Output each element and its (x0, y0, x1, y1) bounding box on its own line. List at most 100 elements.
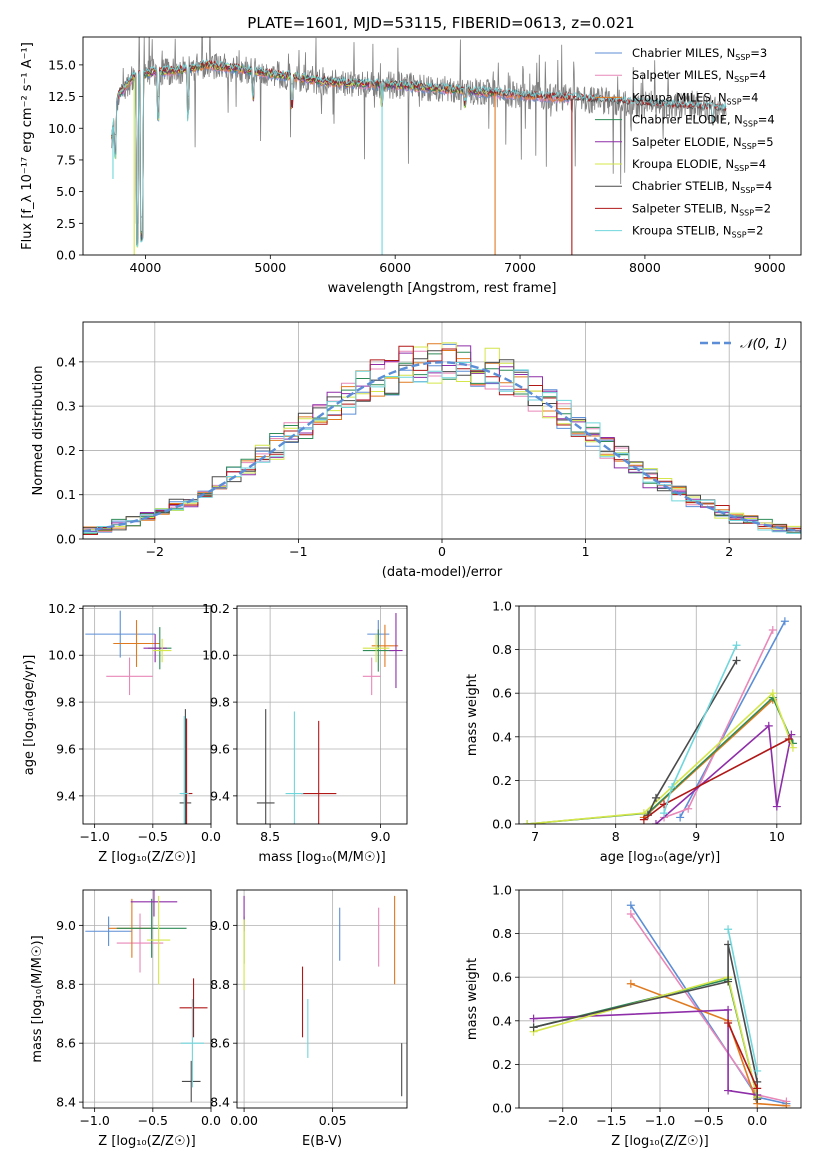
histogram-step-kroupa_stelib (83, 362, 801, 534)
x-tick-label: 0 (438, 544, 446, 559)
y-tick-label: 0.4 (492, 1013, 512, 1028)
x-axis-label: E(B-V) (302, 1134, 342, 1149)
x-tick-label: 8 (612, 829, 620, 844)
plot-area (519, 890, 801, 1108)
y-tick-label: 8.8 (56, 977, 76, 992)
errorbar-point-chabrier_elodie (116, 898, 187, 958)
y-tick-label: 12.5 (48, 89, 76, 104)
y-tick-label: 0.0 (56, 532, 76, 547)
errorbar-point-kroupa_elodie (152, 638, 172, 663)
model-spectrum-kroupa_stelib (111, 59, 727, 247)
x-tick-label: 1 (582, 544, 590, 559)
weight-line-salpeter_stelib (727, 1022, 758, 1089)
y-tick-label: 8.6 (210, 1036, 230, 1051)
errorbar-point-salpeter_miles (116, 913, 164, 973)
x-axis-label: (data-model)/error (382, 565, 503, 580)
panel-weight_vs_z: −2.0 −1.5 −1.0 −0.5 0.0 0.0 0.2 0.4 0.6 0.8 1.0 Z [… (465, 883, 802, 1149)
y-tick-label: 10.2 (202, 601, 230, 616)
y-tick-label: 0.8 (492, 642, 512, 657)
x-tick-label: 9 (692, 829, 700, 844)
model-spectrum-salpeter_stelib (111, 59, 727, 246)
weight-marker-kroupa_miles (626, 979, 635, 988)
weight-marker-kroupa_stelib (724, 925, 733, 934)
x-tick-label: −2 (146, 544, 164, 559)
y-axis-label: mass weight (465, 674, 480, 756)
y-axis-label: age [log₁₀(age/yr)] (22, 655, 37, 776)
y-tick-label: 8.6 (56, 1036, 76, 1051)
axes-frame (518, 605, 802, 825)
y-tick-label: 10.0 (48, 648, 76, 663)
errorbar-point-kroupa_stelib (285, 711, 304, 824)
y-tick-label: 0.6 (492, 686, 512, 701)
y-tick-label: 9.0 (210, 918, 230, 933)
x-tick-label: −1 (289, 544, 307, 559)
y-tick-label: 10.0 (202, 648, 230, 663)
y-tick-label: 0.8 (492, 926, 512, 941)
errorbar-point-chabrier_stelib (179, 709, 192, 824)
plot-area (237, 890, 407, 1108)
panel-spectrum: 4000 5000 6000 7000 8000 9000 0.0 2.5 5.0 7.5 10.0… (20, 36, 802, 296)
x-tick-label: 2 (725, 544, 733, 559)
y-tick-label: 9.8 (210, 695, 230, 710)
y-tick-label: 0.0 (56, 248, 76, 263)
y-tick-label: 0.0 (492, 1101, 512, 1116)
x-tick-label: −1.0 (645, 1113, 675, 1128)
y-tick-label: 9.6 (210, 741, 230, 756)
legend-entry-label: Salpeter STELIB, NSSP=2 (632, 201, 771, 217)
weight-line-chabrier_elodie (527, 696, 794, 824)
errorbar-point-kroupa_elodie (362, 634, 390, 663)
panel-age_vs_z: −1.0 −0.5 0.0 9.4 9.6 9.8 10.0 10.2 Z [log₁₀(Z/Z… (22, 601, 221, 865)
y-axis-label: mass weight (465, 958, 480, 1040)
x-tick-label: −0.5 (138, 1113, 168, 1128)
x-tick-label: 5000 (254, 260, 286, 275)
legend-entry-label: Kroupa ELODIE, NSSP=4 (632, 157, 766, 173)
axes-frame (82, 889, 212, 1109)
x-tick-label: 7 (531, 829, 539, 844)
weight-marker-kroupa_stelib (660, 809, 669, 818)
panel-mass_vs_ebv: 0.00 0.05 8.4 8.6 8.8 9.0 E(B-V) (210, 889, 408, 1149)
model-spectrum-kroupa_elodie (111, 60, 495, 248)
weight-marker-salpeter_elodie (764, 721, 773, 730)
weight-marker-chabrier_miles (626, 901, 635, 910)
weight-line-kroupa_stelib (727, 929, 758, 1072)
weight-marker-salpeter_elodie (724, 1005, 733, 1014)
y-tick-label: 8.8 (210, 977, 230, 992)
plot-area (83, 322, 801, 539)
x-tick-label: 4000 (130, 260, 162, 275)
y-tick-label: 0.0 (492, 817, 512, 832)
weight-marker-salpeter_elodie (772, 802, 781, 811)
axes-frame (236, 889, 408, 1109)
y-tick-label: 5.0 (56, 184, 76, 199)
x-tick-label: 0.0 (201, 829, 221, 844)
errorbar-point-salpeter_elodie (143, 634, 167, 663)
y-tick-label: 9.4 (210, 788, 230, 803)
errorbar-point-chabrier_stelib (256, 709, 275, 824)
y-tick-label: 0.6 (492, 970, 512, 985)
errorbar-point-salpeter_miles (106, 657, 153, 696)
errorbar-point-salpeter_miles (362, 657, 381, 696)
panel-mass_vs_z: −1.0 −0.5 0.0 8.4 8.6 8.8 9.0 Z [log₁₀(Z/Z☉)] ma… (30, 889, 221, 1149)
weight-marker-kroupa_elodie (523, 820, 532, 824)
errorbar-point-salpeter_elodie (389, 613, 403, 689)
errorbar-point-kroupa_miles (113, 620, 160, 667)
y-tick-label: 0.3 (56, 399, 76, 414)
y-tick-label: 10.0 (48, 121, 76, 136)
x-tick-label: 7000 (504, 260, 536, 275)
x-tick-label: −2.0 (548, 1113, 578, 1128)
weight-marker-chabrier_stelib (732, 656, 741, 665)
weight-marker-kroupa_elodie (768, 689, 777, 698)
weight-marker-salpeter_stelib (639, 815, 648, 824)
y-tick-label: 7.5 (56, 152, 76, 167)
errorbar-point-salpeter_stelib (301, 720, 337, 824)
weight-marker-salpeter_miles (684, 804, 693, 813)
y-tick-label: 0.4 (492, 729, 512, 744)
y-axis-label: Flux [f_λ 10⁻¹⁷ erg cm⁻² s⁻¹ A⁻¹] (20, 42, 35, 250)
weight-marker-chabrier_stelib (529, 1023, 538, 1032)
x-tick-label: 6000 (379, 260, 411, 275)
axes-frame (82, 36, 802, 256)
errorbar-point-chabrier_elodie (362, 629, 394, 672)
y-tick-label: 10.2 (48, 601, 76, 616)
y-tick-label: 0.2 (492, 1057, 512, 1072)
weight-marker-salpeter_elodie (529, 1014, 538, 1023)
